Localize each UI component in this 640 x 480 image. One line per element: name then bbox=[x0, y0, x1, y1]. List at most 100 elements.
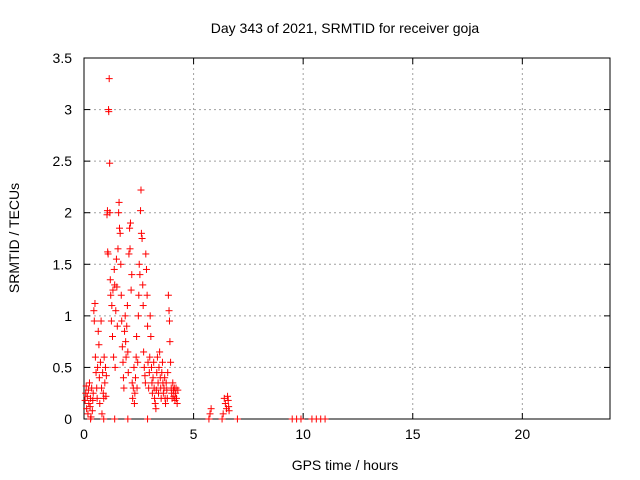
y-axis-label: SRMTID / TECUs bbox=[6, 183, 22, 293]
data-point bbox=[126, 224, 134, 232]
data-point bbox=[89, 396, 97, 404]
data-point bbox=[148, 379, 156, 387]
data-point bbox=[109, 286, 117, 294]
x-tick-label: 5 bbox=[190, 426, 198, 442]
data-point bbox=[218, 415, 226, 423]
grid-lines bbox=[84, 58, 610, 419]
y-tick-label: 3 bbox=[64, 102, 72, 118]
data-point bbox=[85, 400, 93, 408]
data-point bbox=[135, 260, 143, 268]
data-point bbox=[206, 410, 214, 418]
data-point bbox=[85, 379, 93, 387]
y-tick-label: 1.5 bbox=[53, 256, 73, 272]
data-point bbox=[122, 353, 130, 361]
data-point bbox=[112, 255, 120, 263]
data-point bbox=[123, 322, 131, 330]
data-point bbox=[133, 384, 141, 392]
data-point bbox=[130, 363, 138, 371]
data-point bbox=[155, 363, 163, 371]
y-tick-label: 0.5 bbox=[53, 359, 73, 375]
data-point bbox=[207, 405, 215, 413]
data-point bbox=[87, 415, 95, 423]
data-point bbox=[135, 291, 143, 299]
data-point bbox=[162, 400, 170, 408]
data-point bbox=[173, 400, 181, 408]
data-point bbox=[110, 353, 118, 361]
data-point bbox=[127, 286, 135, 294]
data-point bbox=[114, 245, 122, 253]
y-tick-label: 3.5 bbox=[53, 50, 73, 66]
data-point bbox=[84, 410, 92, 418]
data-point bbox=[134, 312, 142, 320]
data-point bbox=[97, 317, 105, 325]
y-tick-label: 0 bbox=[64, 411, 72, 427]
data-point bbox=[129, 394, 137, 402]
data-point bbox=[148, 389, 156, 397]
data-point bbox=[121, 327, 129, 335]
data-point bbox=[140, 363, 148, 371]
data-point bbox=[137, 229, 145, 237]
data-point bbox=[107, 291, 115, 299]
data-point bbox=[92, 369, 100, 377]
data-point bbox=[108, 302, 116, 310]
data-point bbox=[100, 415, 108, 423]
y-tick-label: 2.5 bbox=[53, 153, 73, 169]
data-point bbox=[224, 392, 232, 400]
data-point bbox=[158, 358, 166, 366]
data-point bbox=[162, 379, 170, 387]
data-point bbox=[132, 353, 140, 361]
data-points bbox=[81, 75, 329, 423]
data-point bbox=[81, 396, 89, 404]
data-point bbox=[219, 410, 227, 418]
data-point bbox=[128, 379, 136, 387]
data-point bbox=[119, 358, 127, 366]
chart-title: Day 343 of 2021, SRMTID for receiver goj… bbox=[211, 20, 480, 36]
data-point bbox=[91, 353, 99, 361]
data-point bbox=[149, 374, 157, 382]
data-point bbox=[110, 265, 118, 273]
data-point bbox=[142, 265, 150, 273]
data-point bbox=[107, 317, 115, 325]
data-point bbox=[142, 250, 150, 258]
data-point bbox=[111, 363, 119, 371]
data-point bbox=[96, 400, 104, 408]
data-point bbox=[102, 392, 110, 400]
data-point bbox=[96, 358, 104, 366]
data-point bbox=[221, 400, 229, 408]
data-point bbox=[152, 405, 160, 413]
data-point bbox=[105, 75, 113, 83]
data-point bbox=[137, 186, 145, 194]
data-point bbox=[120, 384, 128, 392]
x-tick-label: 10 bbox=[295, 426, 311, 442]
data-point bbox=[117, 260, 125, 268]
y-tick-label: 2 bbox=[64, 205, 72, 221]
data-point bbox=[88, 407, 96, 415]
data-point bbox=[89, 389, 97, 397]
data-point bbox=[167, 358, 175, 366]
data-point bbox=[115, 198, 123, 206]
data-point bbox=[297, 415, 305, 423]
data-point bbox=[151, 394, 159, 402]
data-point bbox=[106, 159, 114, 167]
data-point bbox=[100, 353, 108, 361]
x-tick-label: 20 bbox=[515, 426, 531, 442]
data-point bbox=[118, 317, 126, 325]
data-point bbox=[153, 353, 161, 361]
data-point bbox=[158, 369, 166, 377]
y-tick-label: 1 bbox=[64, 308, 72, 324]
data-point bbox=[90, 307, 98, 315]
data-point bbox=[141, 379, 149, 387]
data-point bbox=[119, 374, 127, 382]
data-point bbox=[95, 374, 103, 382]
data-point bbox=[126, 245, 134, 253]
data-point bbox=[321, 415, 329, 423]
data-point bbox=[131, 389, 139, 397]
data-point bbox=[151, 400, 159, 408]
data-point bbox=[159, 389, 167, 397]
data-point bbox=[106, 209, 114, 217]
data-point bbox=[108, 332, 116, 340]
data-point bbox=[132, 374, 140, 382]
data-point bbox=[169, 379, 177, 387]
data-point bbox=[123, 302, 131, 310]
data-point bbox=[164, 291, 172, 299]
